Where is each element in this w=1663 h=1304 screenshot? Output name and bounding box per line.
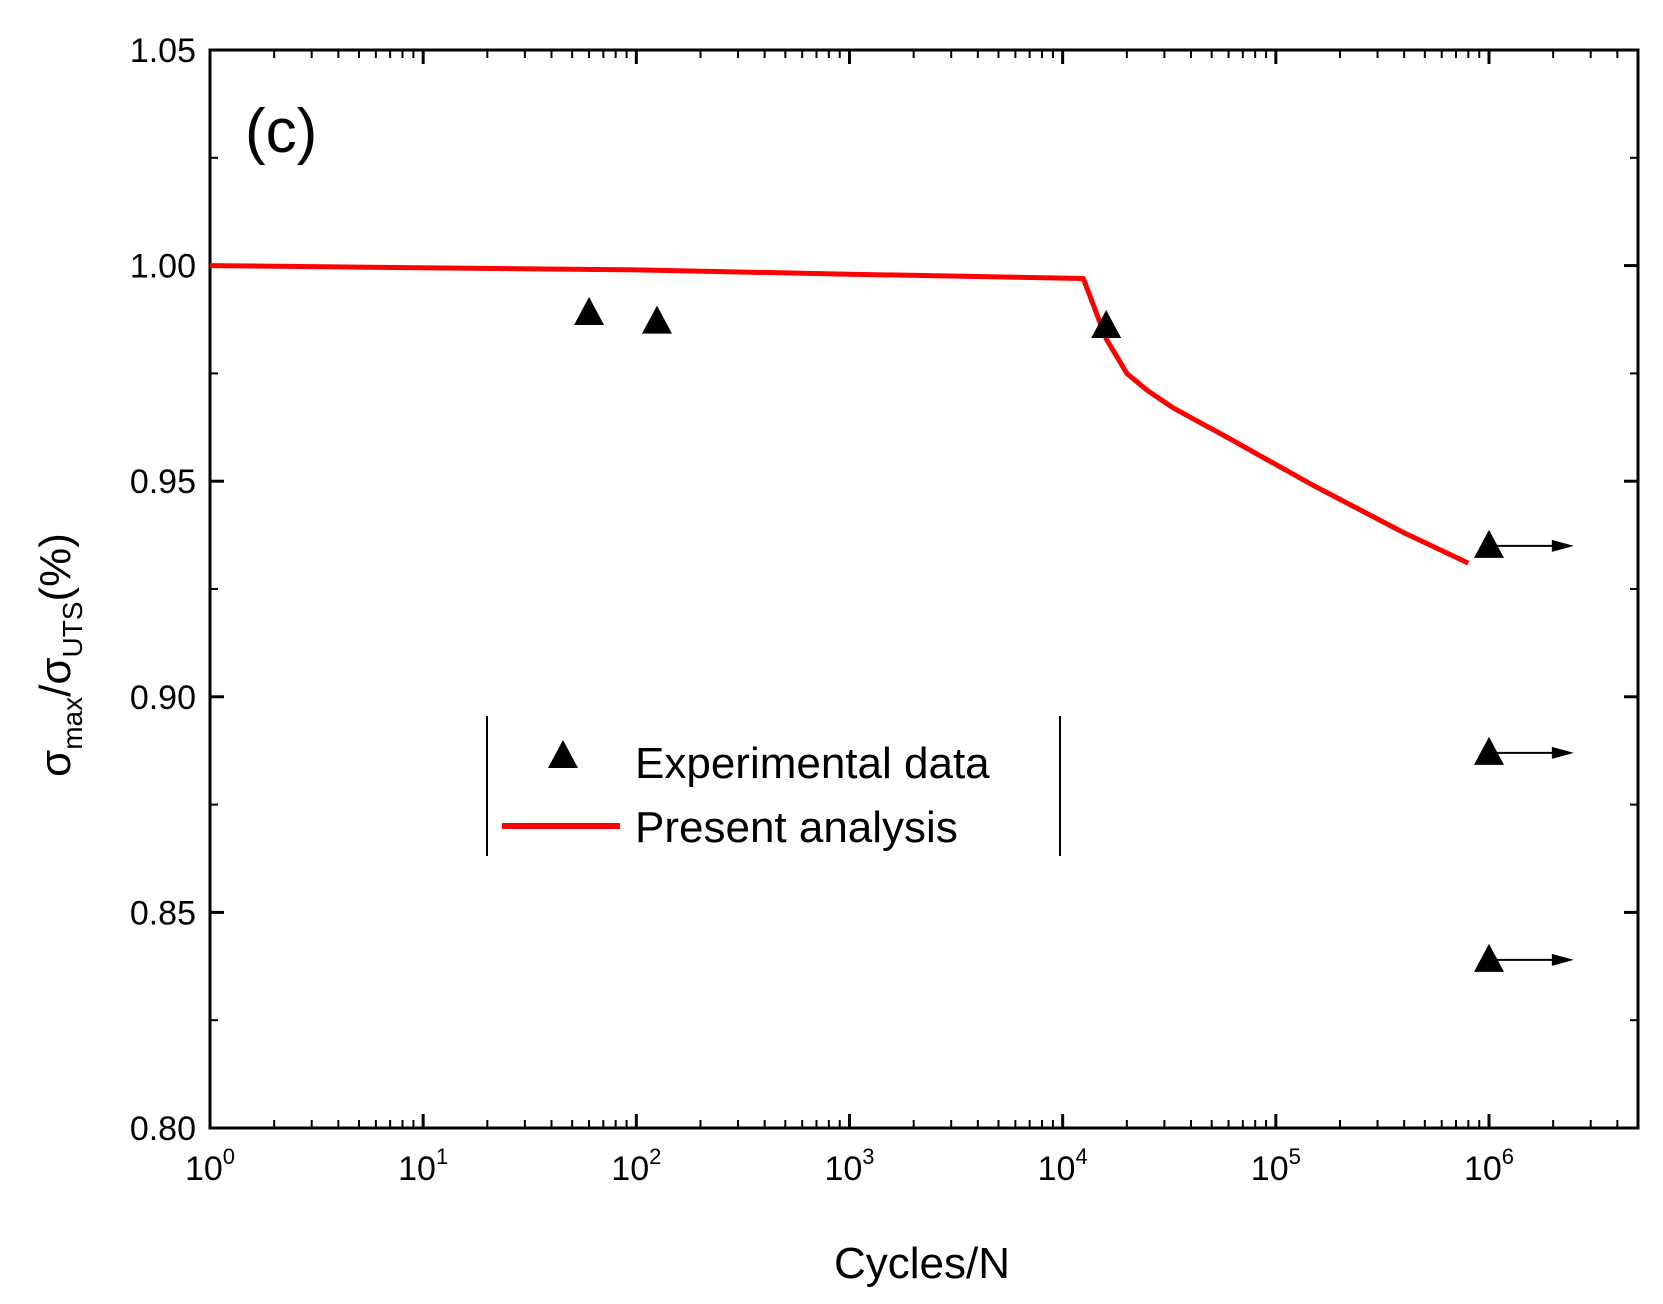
analysis-line — [209, 263, 1470, 566]
runout-arrow-head — [1551, 746, 1574, 759]
experimental-point — [1474, 529, 1505, 558]
y-title-sigma: σ — [31, 750, 80, 777]
x-tick-base: 10 — [611, 1150, 649, 1188]
x-tick-base: 10 — [185, 1150, 223, 1188]
x-tick-base: 10 — [1464, 1150, 1502, 1188]
x-axis-title: Cycles/N — [834, 1239, 1010, 1288]
panel-label: (c) — [245, 97, 317, 166]
x-tick-exponent: 4 — [1075, 1144, 1087, 1169]
y-title-sub-uts: UTS — [57, 601, 88, 657]
y-tick-label: 0.80 — [130, 1110, 196, 1148]
legend: Experimental data Present analysis — [486, 716, 1061, 856]
x-tick-exponent: 1 — [436, 1144, 448, 1169]
experimental-point — [574, 297, 605, 326]
y-tick-label: 0.90 — [130, 679, 196, 717]
runout-arrow-head — [1551, 539, 1574, 552]
x-tick-label: 104 — [1038, 1144, 1088, 1188]
y-title-sigma-2: σ — [31, 657, 80, 684]
x-tick-exponent: 5 — [1289, 1144, 1301, 1169]
y-title-unit: (%) — [31, 533, 80, 601]
experimental-point — [641, 305, 672, 334]
y-title-slash: / — [31, 684, 80, 697]
x-tick-label: 100 — [185, 1144, 235, 1188]
series — [209, 263, 1574, 972]
x-tick-label: 101 — [398, 1144, 448, 1188]
runout-arrow-head — [1551, 953, 1574, 966]
x-tick-exponent: 6 — [1502, 1144, 1514, 1169]
y-tick-label: 1.00 — [130, 248, 196, 286]
x-tick-exponent: 2 — [649, 1144, 661, 1169]
legend-label-analysis: Present analysis — [635, 803, 958, 852]
experimental-point — [1474, 736, 1505, 765]
legend-label-experimental: Experimental data — [635, 739, 990, 788]
experimental-point — [1474, 943, 1505, 972]
x-tick-label: 106 — [1464, 1144, 1514, 1188]
y-tick-label: 1.05 — [130, 32, 196, 70]
legend-triangle-marker — [548, 740, 578, 768]
x-tick-base: 10 — [824, 1150, 862, 1188]
x-tick-labels: 100 101 102 103 104 105 106 — [185, 1144, 1514, 1188]
y-tick-label: 0.95 — [130, 463, 196, 501]
experimental-point — [1091, 309, 1122, 338]
plot-frame — [208, 48, 1640, 1130]
x-tick-label: 102 — [611, 1144, 661, 1188]
y-tick-label: 0.85 — [130, 894, 196, 932]
y-axis-title: σmax/σUTS(%) — [31, 533, 88, 777]
x-tick-base: 10 — [398, 1150, 436, 1188]
x-tick-exponent: 3 — [862, 1144, 874, 1169]
y-title-sub-max: max — [57, 697, 88, 750]
y-tick-labels: 0.80 0.85 0.90 0.95 1.00 1.05 — [130, 32, 196, 1148]
x-tick-exponent: 0 — [223, 1144, 235, 1169]
x-tick-base: 10 — [1038, 1150, 1076, 1188]
x-tick-label: 103 — [824, 1144, 874, 1188]
axis-ticks — [208, 48, 1639, 1130]
x-tick-base: 10 — [1251, 1150, 1289, 1188]
x-tick-label: 105 — [1251, 1144, 1301, 1188]
